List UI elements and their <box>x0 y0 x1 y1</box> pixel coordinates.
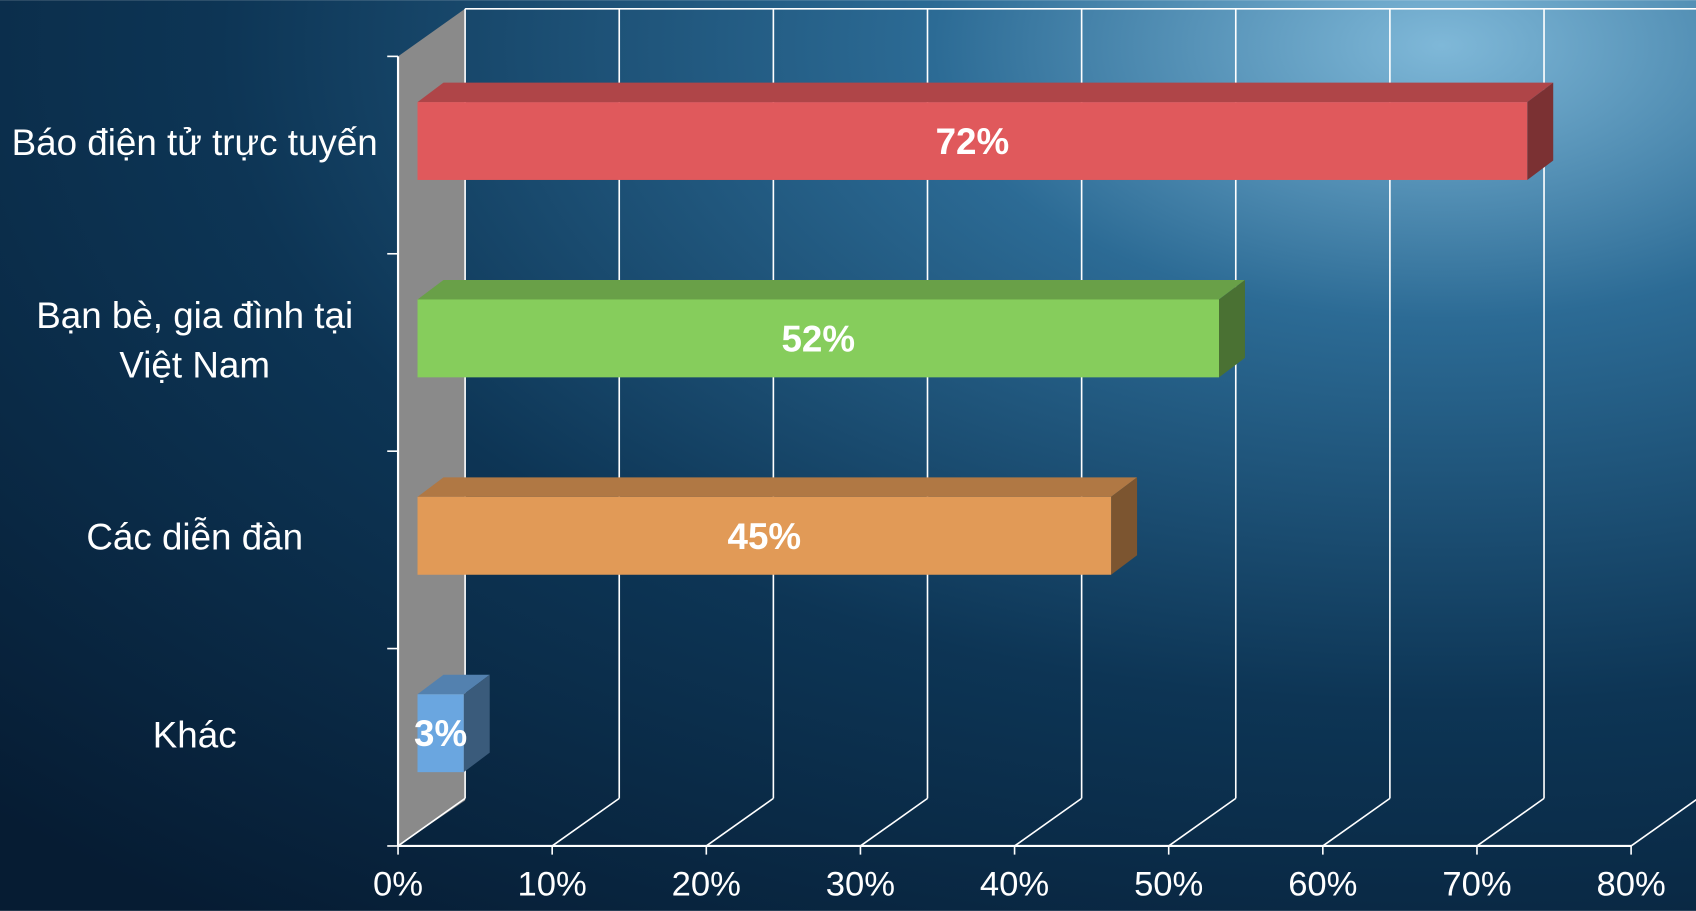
data-label: 3% <box>414 713 467 754</box>
category-label-box: Khác <box>152 714 237 756</box>
bar-side <box>1219 280 1245 378</box>
x-tick-label: 30% <box>826 866 895 904</box>
bar-top <box>417 280 1245 300</box>
x-tick-label: 80% <box>1596 866 1665 904</box>
category-label-box: Báo điện tử trực tuyến <box>11 122 378 164</box>
floor-grid-line <box>551 797 620 847</box>
floor-grid-line <box>1630 798 1696 847</box>
x-tick-label: 70% <box>1442 866 1511 904</box>
bar-top <box>417 477 1138 497</box>
y-tick-label: Báo điện tử trực tuyến <box>11 122 378 164</box>
bar <box>417 694 464 773</box>
floor-grid-line <box>1476 797 1545 847</box>
bar-side <box>463 674 490 773</box>
bar <box>417 102 1528 180</box>
y-tick-label: Bạn bè, gia đình tại Việt Nam <box>36 295 354 387</box>
x-tick-label: 60% <box>1288 866 1357 904</box>
data-label: 72% <box>936 121 1010 162</box>
bar-side <box>1111 477 1138 575</box>
category-label-box: Bạn bè, gia đình tại Việt Nam <box>36 295 354 387</box>
x-tick-label: 20% <box>672 866 741 904</box>
x-tick-label: 40% <box>980 866 1049 904</box>
y-tick-label: Khác <box>152 714 237 756</box>
category-label-box: Các diễn đàn <box>86 517 304 559</box>
data-label: 52% <box>781 318 855 359</box>
floor-grid-line <box>1322 797 1391 847</box>
data-label: 45% <box>728 516 802 557</box>
bar-side <box>1527 82 1554 180</box>
x-tick-label: 0% <box>373 866 423 904</box>
floor-grid-line <box>1014 797 1083 847</box>
bar <box>417 496 1112 575</box>
x-tick-label: 10% <box>518 866 587 904</box>
floor-grid-line <box>1168 797 1237 847</box>
floor-grid-line <box>859 797 928 847</box>
bar-top <box>417 674 490 695</box>
floor-grid-line <box>705 797 774 847</box>
side-wall <box>398 8 466 846</box>
bar <box>417 299 1219 378</box>
x-tick-label: 50% <box>1134 866 1203 904</box>
floor-grid-line <box>397 797 466 847</box>
y-tick-label: Các diễn đàn <box>86 517 304 559</box>
bar-top <box>417 82 1554 103</box>
